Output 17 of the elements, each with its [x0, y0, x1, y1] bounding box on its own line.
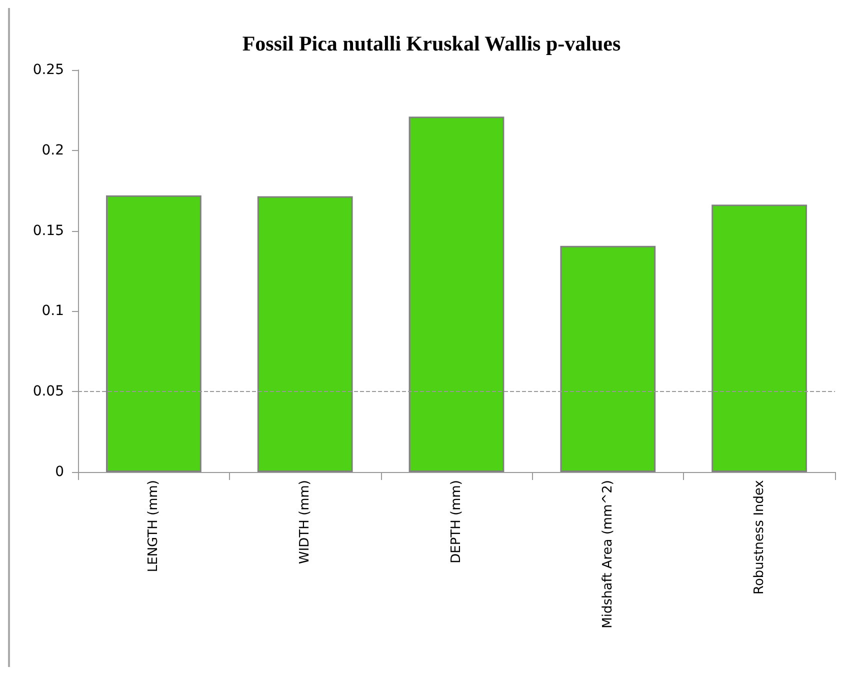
y-tick-label: 0.25 [32, 62, 64, 78]
bar [408, 116, 504, 472]
y-tick-label: 0.15 [32, 222, 64, 239]
x-tick-label: Robustness Index [752, 480, 767, 594]
x-tick-label: Midshaft Area (mm^2) [600, 480, 616, 628]
bar [106, 195, 202, 472]
y-tick-label: 0.1 [42, 303, 64, 320]
y-tick-label: 0.05 [32, 384, 64, 400]
y-tick-label: 0.2 [42, 142, 64, 158]
bar [712, 204, 807, 472]
y-tick-label: 0 [55, 464, 64, 480]
bar [257, 196, 353, 472]
x-tick-label: DEPTH (mm) [449, 480, 464, 564]
x-tick-label: LENGTH (mm) [146, 480, 162, 572]
bar [560, 246, 656, 472]
x-tick-label: WIDTH (mm) [298, 480, 313, 564]
chart-title: Fossil Pica nutalli Kruskal Wallis p-values [242, 32, 621, 56]
